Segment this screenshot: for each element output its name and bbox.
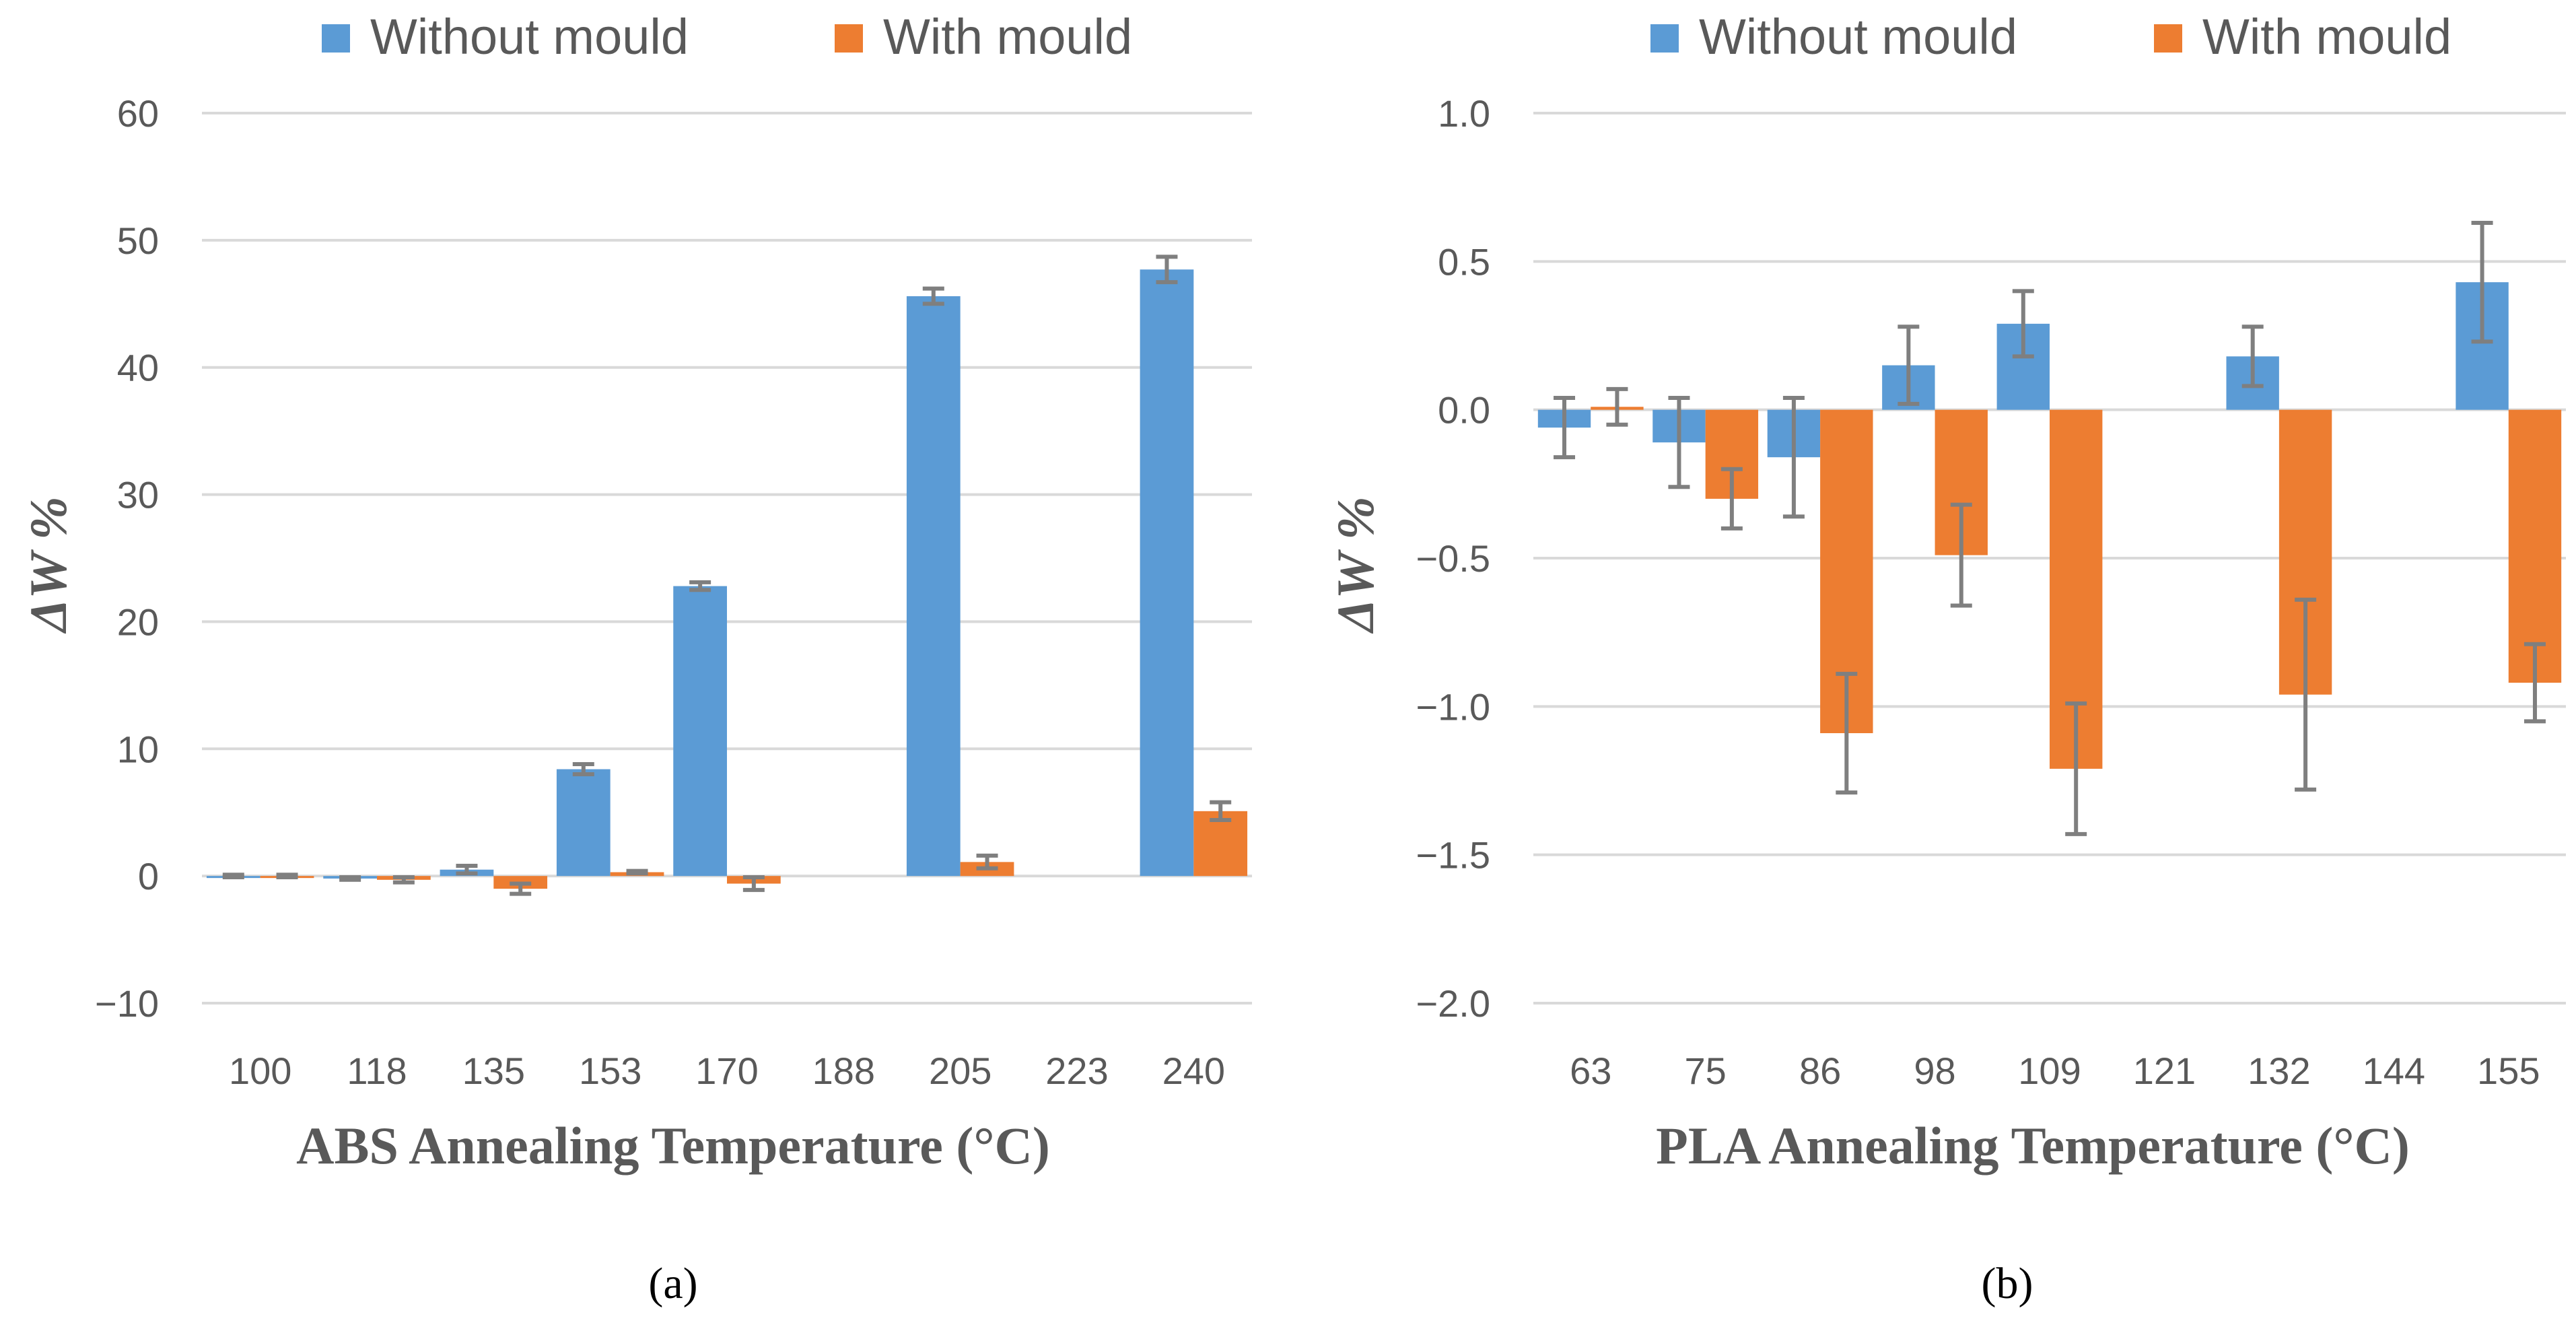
error-bar (456, 864, 478, 876)
error-bar (1606, 386, 1628, 427)
error-bars-b (1554, 221, 2546, 836)
y-tick-label: −1.0 (1416, 685, 1490, 728)
y-tick-label: 60 (117, 92, 159, 135)
x-axis-label-b: PLA Annealing Temperature (°C) (1656, 1116, 2410, 1175)
x-tick-label: 170 (695, 1050, 758, 1092)
error-bar (1782, 396, 1805, 519)
y-ticks-a: −10 0 10 20 30 40 50 60 (95, 92, 159, 1025)
error-bar (1554, 396, 1576, 460)
error-bar (2295, 597, 2317, 792)
legend-label-with-mould: With mould (2202, 9, 2451, 65)
y-tick-label: 0.0 (1438, 389, 1490, 432)
x-tick-label: 223 (1045, 1050, 1108, 1092)
error-bar (572, 761, 594, 777)
x-tick-label: 63 (1570, 1050, 1611, 1092)
legend-label-with-mould: With mould (883, 9, 1132, 65)
error-bar (2065, 701, 2087, 836)
error-bar (339, 875, 361, 882)
y-tick-label: 1.0 (1438, 92, 1490, 135)
panel-label-b: (b) (1982, 1259, 2033, 1308)
y-tick-label: 30 (117, 474, 159, 516)
error-bar (276, 873, 298, 880)
bars-b (1537, 282, 2562, 769)
bar-without-mould (1140, 269, 1194, 877)
error-bar (2241, 325, 2264, 388)
bar-without-mould (906, 296, 961, 877)
y-tick-label: 0.5 (1438, 240, 1490, 283)
y-tick-label: 0 (138, 855, 159, 897)
legend-swatch-with-mould (2154, 24, 2182, 53)
error-bar (1836, 671, 1858, 795)
error-bar (626, 868, 648, 876)
legend-swatch-with-mould (835, 24, 863, 53)
error-bar (922, 286, 944, 306)
bar-with-mould (2508, 409, 2562, 683)
x-ticks-b: 63 75 86 98 109 121 132 144 155 (1570, 1050, 2540, 1092)
bar-without-mould (556, 769, 611, 877)
x-tick-label: 135 (462, 1050, 525, 1092)
legend-swatch-without-mould (322, 24, 350, 53)
y-ticks-b: −2.0 −1.5 −1.0 −0.5 0.0 0.5 1.0 (1416, 92, 1490, 1025)
x-tick-label: 98 (1914, 1050, 1955, 1092)
x-tick-label: 188 (812, 1050, 875, 1092)
bars-a (206, 269, 1248, 889)
x-tick-label: 100 (229, 1050, 291, 1092)
chart-panel-a: −10 0 10 20 30 40 50 60 100 118 135 153 170 188 205 22… (19, 9, 1252, 1308)
error-bar (742, 875, 765, 892)
error-bar (510, 881, 532, 896)
y-tick-label: −1.5 (1416, 834, 1490, 877)
y-axis-label-a: ΔW % (19, 496, 77, 634)
error-bars-a (222, 254, 1232, 896)
y-tick-label: 40 (117, 347, 159, 389)
legend-swatch-without-mould (1650, 24, 1679, 53)
x-tick-label: 153 (579, 1050, 641, 1092)
x-ticks-a: 100 118 135 153 170 188 205 223 240 (229, 1050, 1225, 1092)
error-bar (2012, 289, 2034, 359)
y-tick-label: −0.5 (1416, 537, 1490, 580)
error-bar (1210, 800, 1232, 823)
y-tick-label: 20 (117, 601, 159, 643)
error-bar (976, 853, 998, 871)
legend-label-without-mould: Without mould (370, 9, 689, 65)
legend-label-without-mould: Without mould (1699, 9, 2017, 65)
x-tick-label: 144 (2363, 1050, 2425, 1092)
y-tick-label: −2.0 (1416, 982, 1490, 1025)
x-tick-label: 86 (1799, 1050, 1841, 1092)
error-bar (689, 580, 711, 592)
y-tick-label: −10 (95, 982, 159, 1025)
x-tick-label: 121 (2133, 1050, 2196, 1092)
x-tick-label: 155 (2477, 1050, 2540, 1092)
x-tick-label: 132 (2248, 1050, 2310, 1092)
error-bar (222, 873, 244, 880)
error-bar (1898, 325, 1920, 406)
y-axis-label-b: ΔW % (1326, 496, 1385, 634)
x-tick-label: 205 (929, 1050, 991, 1092)
y-tick-label: 50 (117, 219, 159, 262)
error-bar (2523, 642, 2546, 724)
y-tick-label: 10 (117, 728, 159, 770)
error-bar (1950, 502, 1972, 608)
bar-without-mould (673, 586, 727, 877)
error-bar (392, 875, 415, 885)
error-bar (1668, 396, 1690, 489)
error-bar (1156, 254, 1178, 285)
error-bar (2471, 221, 2493, 344)
x-tick-label: 118 (347, 1050, 407, 1092)
legend-a: Without mould With mould (322, 9, 1132, 65)
x-tick-label: 240 (1162, 1050, 1225, 1092)
x-axis-label-a: ABS Annealing Temperature (°C) (296, 1116, 1050, 1175)
panel-label-a: (a) (648, 1259, 697, 1308)
x-tick-label: 109 (2018, 1050, 2081, 1092)
error-bar (1720, 467, 1743, 531)
x-tick-label: 75 (1685, 1050, 1727, 1092)
legend-b: Without mould With mould (1650, 9, 2451, 65)
chart-panel-b: −2.0 −1.5 −1.0 −0.5 0.0 0.5 1.0 63 75 86 98 109 121… (1326, 9, 2566, 1308)
